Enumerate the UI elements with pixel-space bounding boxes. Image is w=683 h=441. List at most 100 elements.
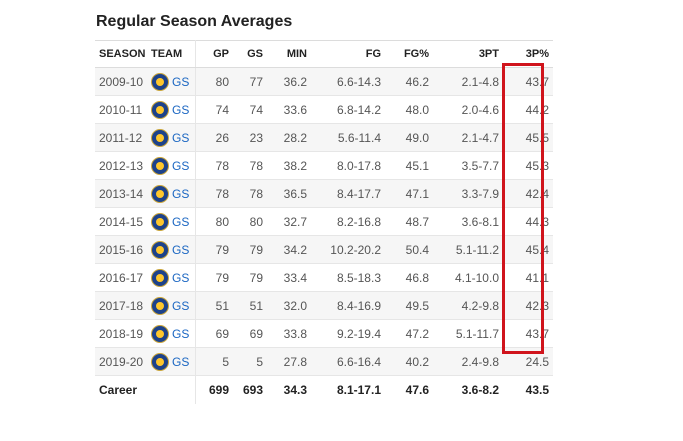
table-row: 2018-19 GS 69 69 33.8 9.2-19.4 47.2 5.1-11.7 43.…: [95, 319, 553, 348]
career-gs: 693: [242, 383, 263, 397]
min-cell: 27.8: [267, 347, 311, 376]
section-title: Regular Season Averages: [96, 13, 293, 30]
fg-cell: 10.2-20.2: [311, 235, 385, 264]
career-label: Career: [99, 383, 138, 397]
3pt-cell: 2.1-4.8: [433, 67, 503, 96]
3pt-cell: 4.2-9.8: [433, 291, 503, 320]
3p-pct-cell: 44.3: [503, 207, 553, 236]
min-cell: 32.0: [267, 291, 311, 320]
team-cell: GS: [147, 67, 196, 96]
warriors-logo-icon: [151, 156, 169, 175]
team-link[interactable]: GS: [172, 242, 190, 257]
3pt-cell: 3.6-8.1: [433, 207, 503, 236]
warriors-logo-icon: [151, 128, 169, 147]
gs-cell: 74: [233, 95, 267, 124]
gp-cell: 78: [195, 151, 233, 180]
career-3p-pct: 43.5: [525, 383, 549, 397]
season-cell: 2016-17: [95, 263, 147, 292]
team-cell: GS: [147, 151, 196, 180]
fg-pct-cell: 48.7: [385, 207, 433, 236]
table-row: 2009-10 GS 80 77 36.2 6.6-14.3 46.2 2.1-4.8 43.7: [95, 67, 553, 96]
col-header-gp[interactable]: GP: [195, 40, 233, 68]
3pt-cell: 3.3-7.9: [433, 179, 503, 208]
warriors-logo-icon: [151, 352, 169, 371]
warriors-logo-icon: [151, 184, 169, 203]
col-header-team[interactable]: TEAM: [147, 40, 196, 68]
col-header-gs[interactable]: GS: [233, 40, 267, 68]
season-averages-table: SEASON TEAM GP GS MIN FG FG% 3PT 3P% 200…: [95, 40, 553, 404]
gs-cell: 51: [233, 291, 267, 320]
warriors-logo-icon: [151, 240, 169, 259]
gs-cell: 78: [233, 179, 267, 208]
team-link[interactable]: GS: [172, 158, 190, 173]
team-link[interactable]: GS: [172, 270, 190, 285]
col-header-3p-pct[interactable]: 3P%: [503, 40, 553, 68]
col-header-fg-pct[interactable]: FG%: [385, 40, 433, 68]
fg-cell: 8.4-16.9: [311, 291, 385, 320]
fg-pct-cell: 45.1: [385, 151, 433, 180]
col-header-fg[interactable]: FG: [311, 40, 385, 68]
3pt-cell: 4.1-10.0: [433, 263, 503, 292]
col-header-season[interactable]: SEASON: [95, 40, 147, 68]
gp-cell: 80: [195, 67, 233, 96]
season-cell: 2009-10: [95, 67, 147, 96]
min-cell: 38.2: [267, 151, 311, 180]
team-link[interactable]: GS: [172, 354, 190, 369]
fg-pct-cell: 49.0: [385, 123, 433, 152]
team-cell: GS: [147, 291, 196, 320]
team-link[interactable]: GS: [172, 130, 190, 145]
career-fg: 8.1-17.1: [336, 383, 381, 397]
gp-cell: 79: [195, 263, 233, 292]
fg-pct-cell: 46.2: [385, 67, 433, 96]
gs-cell: 80: [233, 207, 267, 236]
team-link[interactable]: GS: [172, 74, 190, 89]
gp-cell: 78: [195, 179, 233, 208]
team-link[interactable]: GS: [172, 214, 190, 229]
col-header-min[interactable]: MIN: [267, 40, 311, 68]
table-row: 2011-12 GS 26 23 28.2 5.6-11.4 49.0 2.1-4.7 45.5: [95, 123, 553, 152]
3p-pct-cell: 24.5: [503, 347, 553, 376]
fg-pct-cell: 47.2: [385, 319, 433, 348]
season-cell: 2012-13: [95, 151, 147, 180]
warriors-logo-icon: [151, 72, 169, 91]
min-cell: 33.4: [267, 263, 311, 292]
3p-pct-cell: 41.1: [503, 263, 553, 292]
col-header-3pt[interactable]: 3PT: [433, 40, 503, 68]
min-cell: 33.6: [267, 95, 311, 124]
min-cell: 34.2: [267, 235, 311, 264]
season-cell: 2019-20: [95, 347, 147, 376]
table-row: 2013-14 GS 78 78 36.5 8.4-17.7 47.1 3.3-7.9 42.4: [95, 179, 553, 208]
warriors-logo-icon: [151, 268, 169, 287]
3p-pct-cell: 45.3: [503, 151, 553, 180]
team-link[interactable]: GS: [172, 326, 190, 341]
stats-panel: Regular Season Averages SEASON TEAM GP G…: [95, 10, 553, 404]
team-link[interactable]: GS: [172, 186, 190, 201]
min-cell: 33.8: [267, 319, 311, 348]
table-row: 2012-13 GS 78 78 38.2 8.0-17.8 45.1 3.5-7.7 45.3: [95, 151, 553, 180]
season-cell: 2015-16: [95, 235, 147, 264]
fg-pct-cell: 47.1: [385, 179, 433, 208]
career-3pt: 3.6-8.2: [461, 383, 499, 397]
season-cell: 2010-11: [95, 95, 147, 124]
gp-cell: 26: [195, 123, 233, 152]
3pt-cell: 2.0-4.6: [433, 95, 503, 124]
season-cell: 2013-14: [95, 179, 147, 208]
gs-cell: 78: [233, 151, 267, 180]
3pt-cell: 5.1-11.7: [433, 319, 503, 348]
table-header-row: SEASON TEAM GP GS MIN FG FG% 3PT 3P%: [95, 40, 553, 68]
gs-cell: 79: [233, 263, 267, 292]
team-cell: GS: [147, 123, 196, 152]
fg-cell: 9.2-19.4: [311, 319, 385, 348]
gp-cell: 5: [195, 347, 233, 376]
gp-cell: 51: [195, 291, 233, 320]
3pt-cell: 2.4-9.8: [433, 347, 503, 376]
table-row: 2019-20 GS 5 5 27.8 6.6-16.4 40.2 2.4-9.8 24.5: [95, 347, 553, 376]
min-cell: 36.5: [267, 179, 311, 208]
team-link[interactable]: GS: [172, 298, 190, 313]
min-cell: 28.2: [267, 123, 311, 152]
fg-cell: 6.8-14.2: [311, 95, 385, 124]
3p-pct-cell: 42.4: [503, 179, 553, 208]
fg-cell: 8.5-18.3: [311, 263, 385, 292]
fg-cell: 6.6-14.3: [311, 67, 385, 96]
team-link[interactable]: GS: [172, 102, 190, 117]
